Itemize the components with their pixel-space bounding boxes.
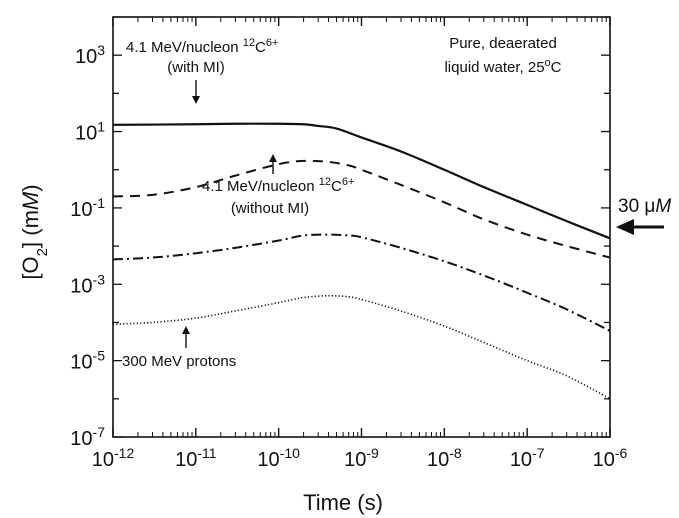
svg-text:(with MI): (with MI) <box>167 59 225 76</box>
annotation-protons: 300 MeV protons <box>122 326 236 370</box>
svg-text:4.1 MeV/nucleon 12C6+: 4.1 MeV/nucleon 12C6+ <box>126 37 278 56</box>
annotation-30-um: 30 μM <box>616 196 671 235</box>
series-line-carbon-with-mi <box>112 122 611 240</box>
series-line-carbon-without-mi <box>112 159 611 259</box>
x-tick-labels: 10-12 10-11 10-10 10-9 10-8 10-7 10-6 <box>92 445 628 471</box>
series-line-dash-dot <box>112 233 611 332</box>
x-tick-label: 10-6 <box>593 445 628 471</box>
plot-frame <box>112 16 611 438</box>
axis-ticks <box>112 16 611 438</box>
series-line-protons <box>112 294 611 400</box>
svg-text:30 μM: 30 μM <box>618 196 671 217</box>
svg-text:Pure, deaerated: Pure, deaerated <box>449 35 557 52</box>
y-axis-title: [O2] (mM) <box>18 184 51 279</box>
annotation-conditions: Pure, deaerated liquid water, 25oC <box>444 35 561 76</box>
y-tick-label: 10-1 <box>70 195 105 221</box>
x-tick-label: 10-7 <box>510 445 545 471</box>
series-layer <box>112 122 611 400</box>
x-tick-label: 10-12 <box>92 445 135 471</box>
y-tick-labels: 103 101 10-1 10-3 10-5 10-7 <box>70 42 105 450</box>
y-tick-label: 10-5 <box>70 348 105 374</box>
x-axis-title: Time (s) <box>303 490 383 515</box>
svg-text:300 MeV protons: 300 MeV protons <box>122 353 236 370</box>
y-tick-label: 103 <box>75 42 105 68</box>
x-tick-label: 10-9 <box>344 445 379 471</box>
y-tick-label: 101 <box>75 119 105 145</box>
x-tick-label: 10-11 <box>175 445 217 471</box>
svg-text:4.1 MeV/nucleon 12C6+: 4.1 MeV/nucleon 12C6+ <box>202 176 354 195</box>
annotation-carbon-with-mi: 4.1 MeV/nucleon 12C6+ (with MI) <box>126 37 278 104</box>
x-tick-label: 10-8 <box>427 445 462 471</box>
arrowhead-30-um <box>616 219 634 235</box>
y-tick-label: 10-7 <box>70 424 105 450</box>
svg-text:(without MI): (without MI) <box>231 200 309 217</box>
y-tick-label: 10-3 <box>70 271 105 297</box>
svg-text:liquid water, 25oC: liquid water, 25oC <box>444 57 561 76</box>
annotation-carbon-without-mi: 4.1 MeV/nucleon 12C6+ (without MI) <box>202 154 354 217</box>
x-tick-label: 10-10 <box>257 445 300 471</box>
